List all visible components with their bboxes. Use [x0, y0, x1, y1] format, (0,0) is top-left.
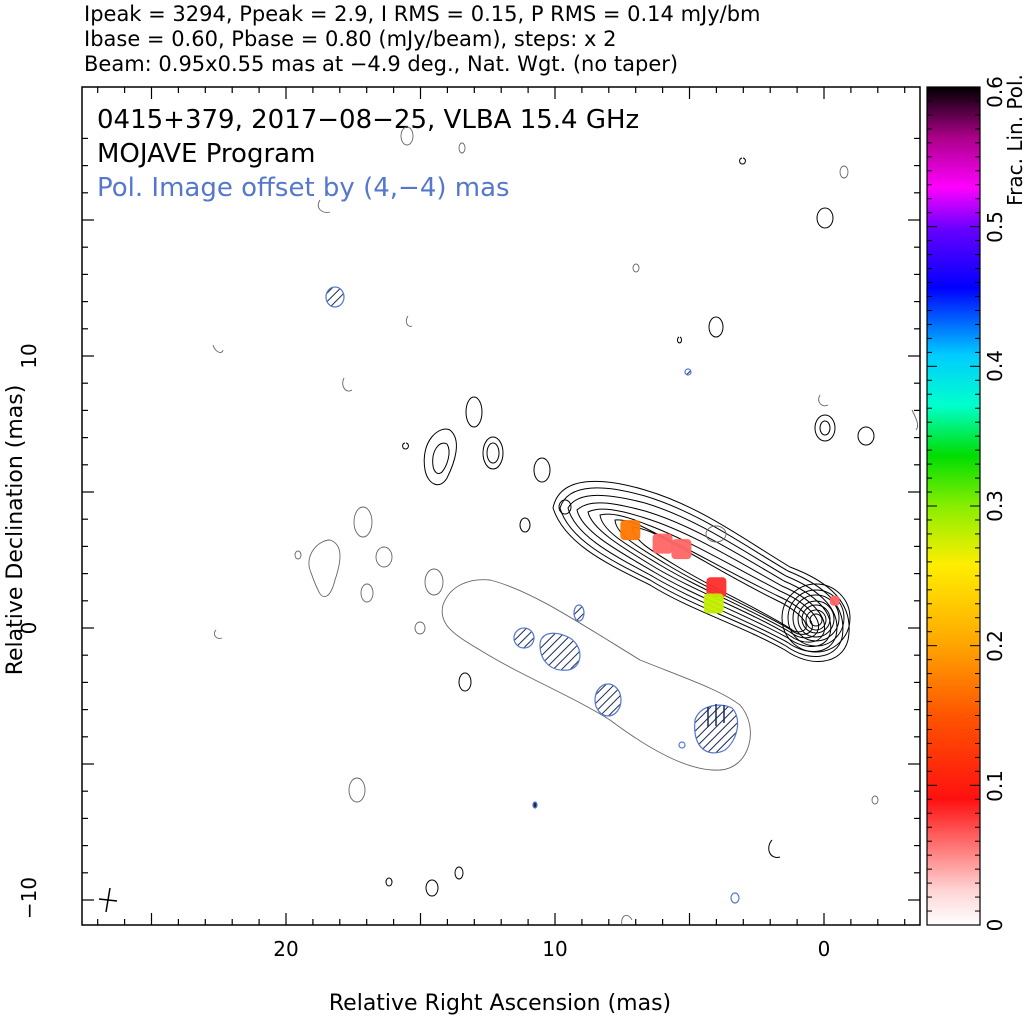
x-axis-label: Relative Right Ascension (mas) [329, 991, 671, 1016]
polarization-contours [325, 286, 740, 904]
frac-pol-patch [620, 520, 641, 541]
header-line-2: Ibase = 0.60, Pbase = 0.80 (mJy/beam), s… [84, 27, 617, 51]
colorbar-tick-0.1: 0.1 [983, 770, 1007, 802]
x-axis-ticks [97, 87, 906, 925]
colorbar-label: Frac. Lin. Pol. [1003, 74, 1027, 206]
y-axis-ticks [82, 137, 920, 901]
beam-marker [98, 887, 118, 913]
frac-pol-patches [620, 520, 840, 614]
y-axis-label: Relative Declination (mas) [3, 385, 28, 676]
grey-contours [212, 126, 919, 925]
colorbar-tick-0.6: 0.6 [983, 76, 1007, 108]
colorbar-tick-0.5: 0.5 [983, 211, 1007, 243]
frac-pol-patch [703, 593, 724, 614]
y-tick-label-10: 10 [17, 343, 41, 368]
y-tick-label-minus10: −10 [17, 877, 41, 919]
frac-pol-patch [652, 533, 673, 554]
colorbar-tick-0.4: 0.4 [983, 350, 1007, 382]
plot-title-offset-note: Pol. Image offset by (4,−4) mas [97, 173, 510, 203]
colorbar-tick-0: 0 [983, 919, 1007, 932]
frac-pol-patch [829, 595, 840, 606]
plot-title-source: 0415+379, 2017−08−25, VLBA 15.4 GHz [97, 105, 639, 135]
x-tick-label-20: 20 [273, 937, 298, 961]
colorbar-tick-0.3: 0.3 [983, 490, 1007, 522]
y-tick-label-0: 0 [17, 622, 41, 635]
colorbar-tick-0.2: 0.2 [983, 630, 1007, 662]
plot-title-program: MOJAVE Program [97, 139, 315, 169]
plot-frame [81, 86, 921, 926]
header-line-3: Beam: 0.95x0.55 mas at −4.9 deg., Nat. W… [84, 52, 679, 76]
header-line-1: Ipeak = 3294, Ppeak = 2.9, I RMS = 0.15,… [84, 2, 761, 26]
frac-pol-patch [671, 539, 692, 560]
x-tick-label-10: 10 [542, 937, 567, 961]
frac-pol-patch [706, 577, 727, 598]
x-tick-label-0: 0 [818, 937, 831, 961]
colorbar-ticks [927, 86, 980, 926]
